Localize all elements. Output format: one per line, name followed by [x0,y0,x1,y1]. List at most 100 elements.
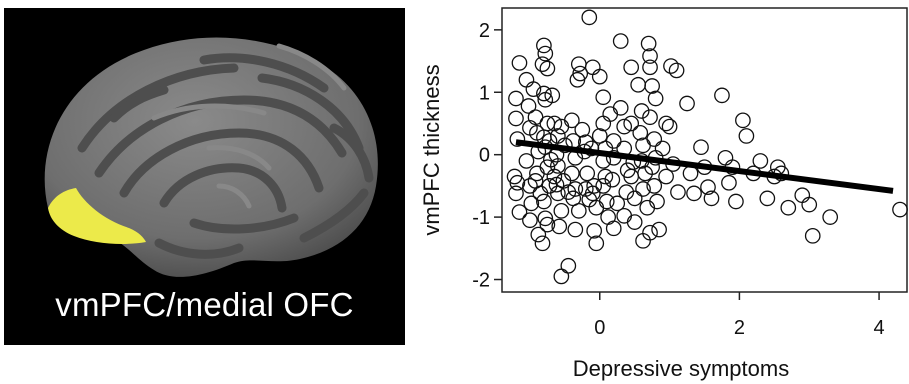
data-point [714,87,730,104]
data-point [642,48,658,64]
chart-root: -2 -1 0 1 2 0 2 4 Depressive symptoms vmPFC thick… [419,7,908,381]
data-point [658,115,674,132]
data-point [646,131,663,147]
data-point [567,221,584,238]
data-point [560,257,577,274]
vmpfc-highlight-region [48,188,146,244]
data-point [649,193,665,210]
brain-panel: vmPFC/medial OFC [4,8,405,345]
data-point [670,184,686,200]
data-point [581,9,598,26]
data-point [597,168,614,185]
data-point [735,112,751,129]
data-point [522,178,538,194]
data-point [801,196,818,213]
sulci-pattern [77,53,374,259]
data-point [591,68,608,85]
data-point [537,45,554,62]
data-point [584,59,601,76]
data-point [609,195,626,212]
data-point [721,174,737,191]
data-point [728,193,744,210]
data-point [539,60,556,77]
data-point [635,137,651,154]
data-point [523,195,540,212]
data-point [618,184,635,200]
data-point [604,171,621,188]
data-point [668,62,685,79]
data-point [892,201,908,218]
data-point [588,235,605,252]
data-point [536,85,552,102]
data-point [780,199,797,216]
y-tick-label: 2 [479,20,490,42]
data-point [579,165,596,182]
data-point [642,59,658,76]
data-point [738,128,755,144]
data-point [530,226,547,243]
data-point [642,224,658,241]
data-point [520,98,537,114]
data-point [551,218,568,235]
data-point [605,220,622,237]
data-point [570,203,587,219]
data-point [550,158,566,174]
data-point [626,190,643,207]
data-point [640,35,657,52]
y-axis-label: vmPFC thickness [419,64,444,235]
data-point [623,59,640,76]
x-axis-label: Depressive symptoms [573,356,789,381]
data-point [679,95,695,112]
data-point [544,87,561,104]
data-point [752,153,769,169]
data-point [522,212,538,229]
data-point [586,222,603,239]
data-point [647,90,664,107]
data-point [693,139,709,156]
data-point [563,165,580,182]
data-point [511,55,528,71]
data-point [612,33,629,49]
data-point [518,153,535,169]
data-point [546,168,563,185]
data-point [623,115,640,132]
data-point [700,179,716,195]
data-point [644,78,660,94]
data-point [536,37,552,54]
regression-line [515,139,894,194]
data-point [595,178,612,194]
data-point [550,128,566,144]
data-point [511,204,528,220]
data-point [546,115,563,132]
data-point [574,121,591,138]
data-point [635,181,651,197]
x-tick-label: 2 [734,317,745,339]
plot-frame [501,7,908,293]
data-point [630,76,647,93]
data-point [686,185,702,202]
data-point [584,185,601,202]
gyri-pattern [151,43,347,209]
data-point [663,58,679,74]
data-point [508,90,524,107]
data-point [553,203,570,219]
data-point [534,56,551,73]
data-point [759,190,776,207]
data-point [553,268,570,285]
data-point [508,185,524,202]
data-point [600,209,616,225]
data-point [595,89,612,106]
data-point [717,149,734,166]
data-point [598,193,615,210]
data-point [508,110,524,127]
data-point [804,227,821,244]
brain-illustration [44,37,378,277]
data-point [586,178,603,194]
data-point [525,81,542,97]
x-tick-label: 4 [874,317,885,339]
data-point [822,209,839,225]
data-point [626,214,643,230]
data-point [616,118,633,135]
data-point [532,185,549,202]
x-tick-label: 0 [594,317,605,339]
